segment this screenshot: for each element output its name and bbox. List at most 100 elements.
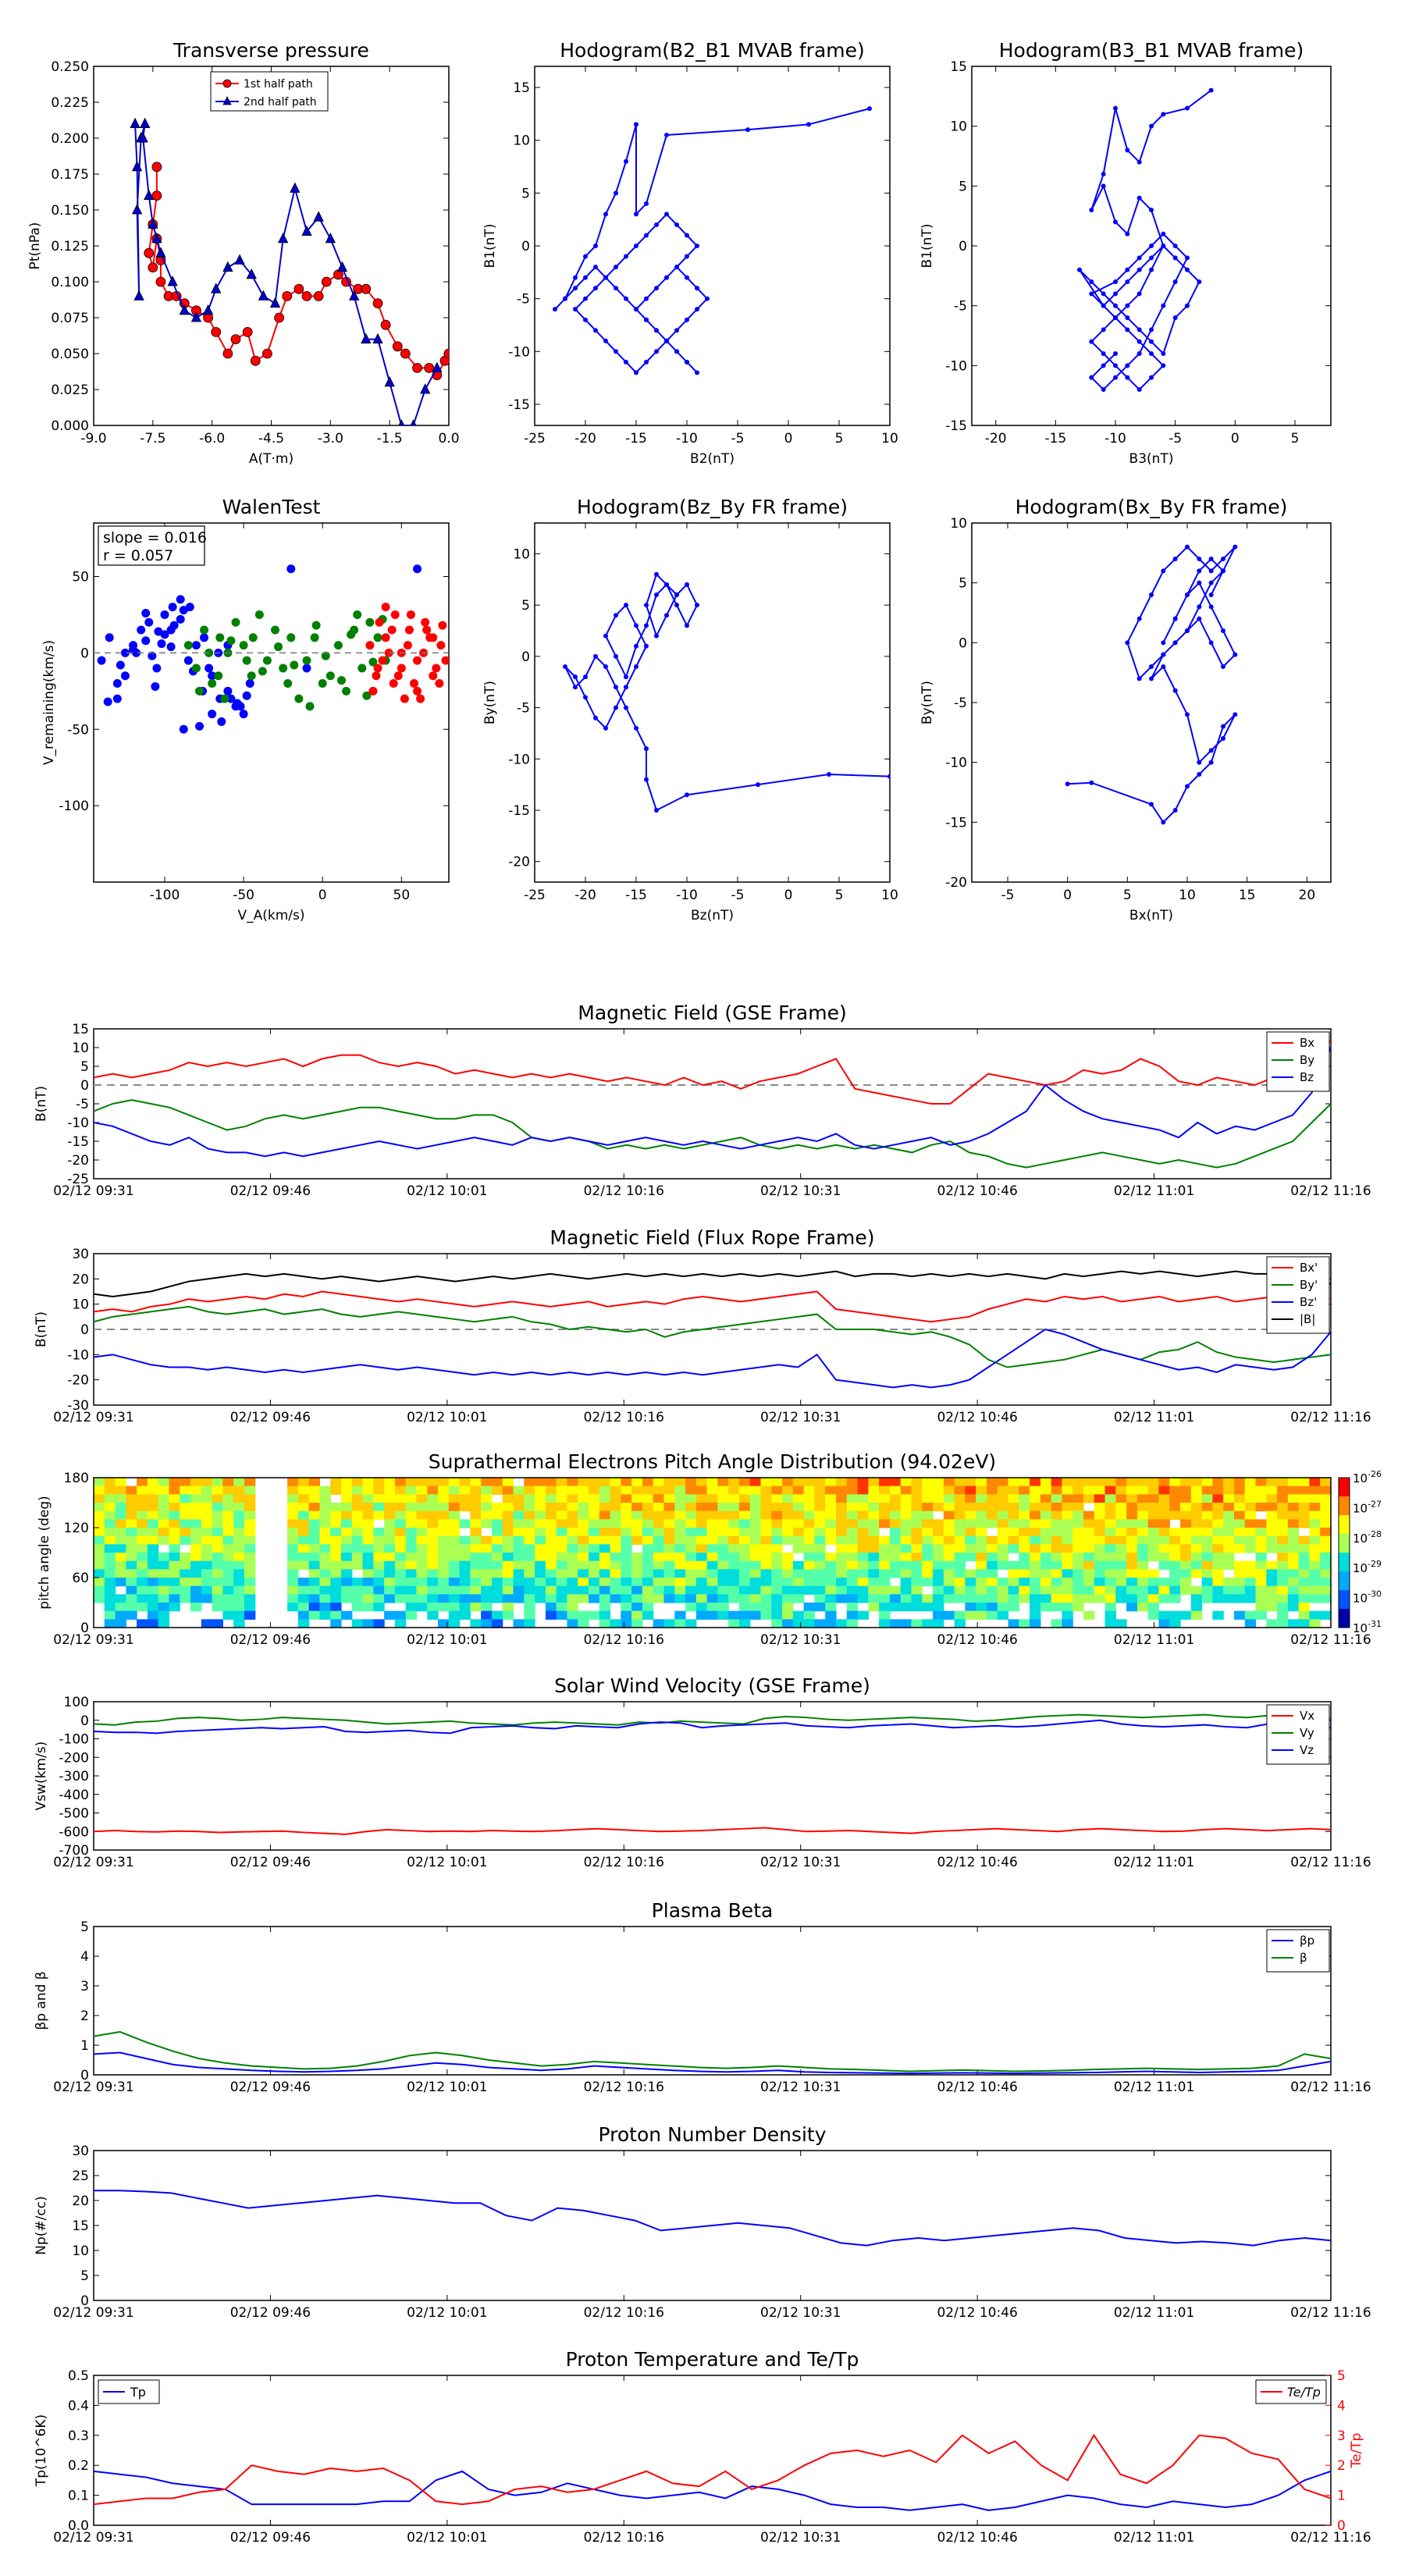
heatmap-cell <box>373 1503 385 1512</box>
heatmap-cell <box>212 1485 223 1495</box>
data-point <box>148 651 157 660</box>
heatmap-cell <box>567 1569 578 1578</box>
heatmap-cell <box>836 1544 848 1553</box>
heatmap-cell <box>943 1510 955 1520</box>
heatmap-cell <box>814 1560 826 1570</box>
heatmap-cell <box>889 1544 902 1553</box>
heatmap-cell <box>782 1603 794 1612</box>
heatmap-cell <box>244 1478 256 1487</box>
heatmap-cell <box>438 1578 450 1587</box>
heatmap-cell <box>545 1544 557 1553</box>
data-point <box>429 633 438 642</box>
heatmap-cell <box>126 1603 137 1612</box>
legend-label: Bx' <box>1300 1261 1318 1275</box>
heatmap-cell <box>782 1494 794 1503</box>
legend-label: Bx <box>1300 1036 1314 1050</box>
heatmap-cell <box>965 1594 976 1603</box>
heatmap-cell <box>567 1594 578 1603</box>
y-tick-label: -300 <box>59 1769 89 1784</box>
data-point <box>211 283 222 294</box>
heatmap-cell <box>1126 1535 1138 1545</box>
heatmap-cell <box>567 1610 578 1620</box>
heatmap-cell <box>491 1503 503 1512</box>
heatmap-cell <box>1147 1494 1160 1503</box>
heatmap-cell <box>1062 1610 1073 1620</box>
heatmap-cell <box>459 1485 471 1495</box>
heatmap-cell <box>846 1494 859 1503</box>
x-axis-label: B2(nT) <box>690 451 735 467</box>
heatmap-cell <box>1147 1510 1160 1520</box>
data-point <box>634 307 638 312</box>
heatmap-cell <box>1287 1535 1300 1545</box>
heatmap-cell <box>846 1528 859 1537</box>
data-point <box>1185 628 1190 633</box>
heatmap-cell <box>976 1610 987 1620</box>
data-point <box>603 338 608 343</box>
heatmap-cell <box>1094 1560 1106 1570</box>
heatmap-cell <box>1008 1569 1019 1578</box>
data-point <box>1197 568 1202 574</box>
heatmap-cell <box>351 1585 364 1595</box>
heatmap-cell <box>481 1610 493 1620</box>
heatmap-cell <box>782 1510 794 1520</box>
heatmap-cell <box>631 1510 643 1520</box>
heatmap-cell <box>244 1610 256 1620</box>
y-tick-label: -15 <box>945 418 967 434</box>
heatmap-cell <box>481 1485 493 1495</box>
heatmap-cell <box>782 1585 794 1595</box>
heatmap-cell <box>1298 1578 1311 1587</box>
heatmap-cell <box>427 1578 439 1587</box>
chart-title: Proton Number Density <box>599 2123 827 2146</box>
heatmap-cell <box>567 1535 578 1545</box>
heatmap-cell <box>1233 1485 1246 1495</box>
heatmap-cell <box>287 1560 299 1570</box>
heatmap-cell <box>1169 1619 1181 1628</box>
heatmap-cell <box>1266 1485 1278 1495</box>
heatmap-cell <box>362 1485 374 1495</box>
heatmap-cell <box>976 1553 987 1562</box>
heatmap-cell <box>589 1594 600 1603</box>
heatmap-cell <box>169 1569 180 1578</box>
heatmap-cell <box>384 1544 396 1553</box>
heatmap-cell <box>470 1578 482 1587</box>
heatmap-cell <box>341 1478 353 1487</box>
data-point <box>695 370 699 375</box>
heatmap-cell <box>169 1478 180 1487</box>
data-point <box>1172 279 1178 284</box>
heatmap-cell <box>771 1494 783 1503</box>
data-point <box>286 633 296 642</box>
heatmap-cell <box>889 1528 902 1537</box>
data-point <box>634 623 638 628</box>
data-point <box>378 656 387 665</box>
data-point <box>1136 616 1142 621</box>
heatmap-cell <box>190 1603 202 1612</box>
heatmap-cell <box>384 1594 396 1603</box>
heatmap-cell <box>1158 1585 1170 1595</box>
data-point <box>242 656 251 665</box>
data-point <box>1149 351 1154 356</box>
y-tick-label: -100 <box>59 799 89 814</box>
heatmap-cell <box>986 1560 998 1570</box>
data-point <box>202 304 214 315</box>
heatmap-cell <box>448 1503 461 1512</box>
heatmap-cell <box>1136 1528 1149 1537</box>
heatmap-cell <box>427 1603 439 1612</box>
heatmap-cell <box>330 1585 342 1595</box>
heatmap-cell <box>954 1594 966 1603</box>
data-point <box>286 564 296 574</box>
heatmap-cell <box>1136 1585 1149 1595</box>
heatmap-cell <box>1320 1535 1332 1545</box>
heatmap-cell <box>158 1485 170 1495</box>
heatmap-cell <box>653 1503 665 1512</box>
heatmap-cell <box>1309 1510 1321 1520</box>
data-point <box>705 296 710 301</box>
heatmap-cell <box>126 1528 137 1537</box>
data-point <box>398 419 405 425</box>
heatmap-cell <box>137 1560 148 1570</box>
colorbar-exponent: -30 <box>1368 1589 1382 1599</box>
heatmap-cell <box>997 1503 1009 1512</box>
heatmap-cell <box>297 1485 310 1495</box>
heatmap-cell <box>1201 1503 1213 1512</box>
heatmap-cell <box>1115 1578 1127 1587</box>
